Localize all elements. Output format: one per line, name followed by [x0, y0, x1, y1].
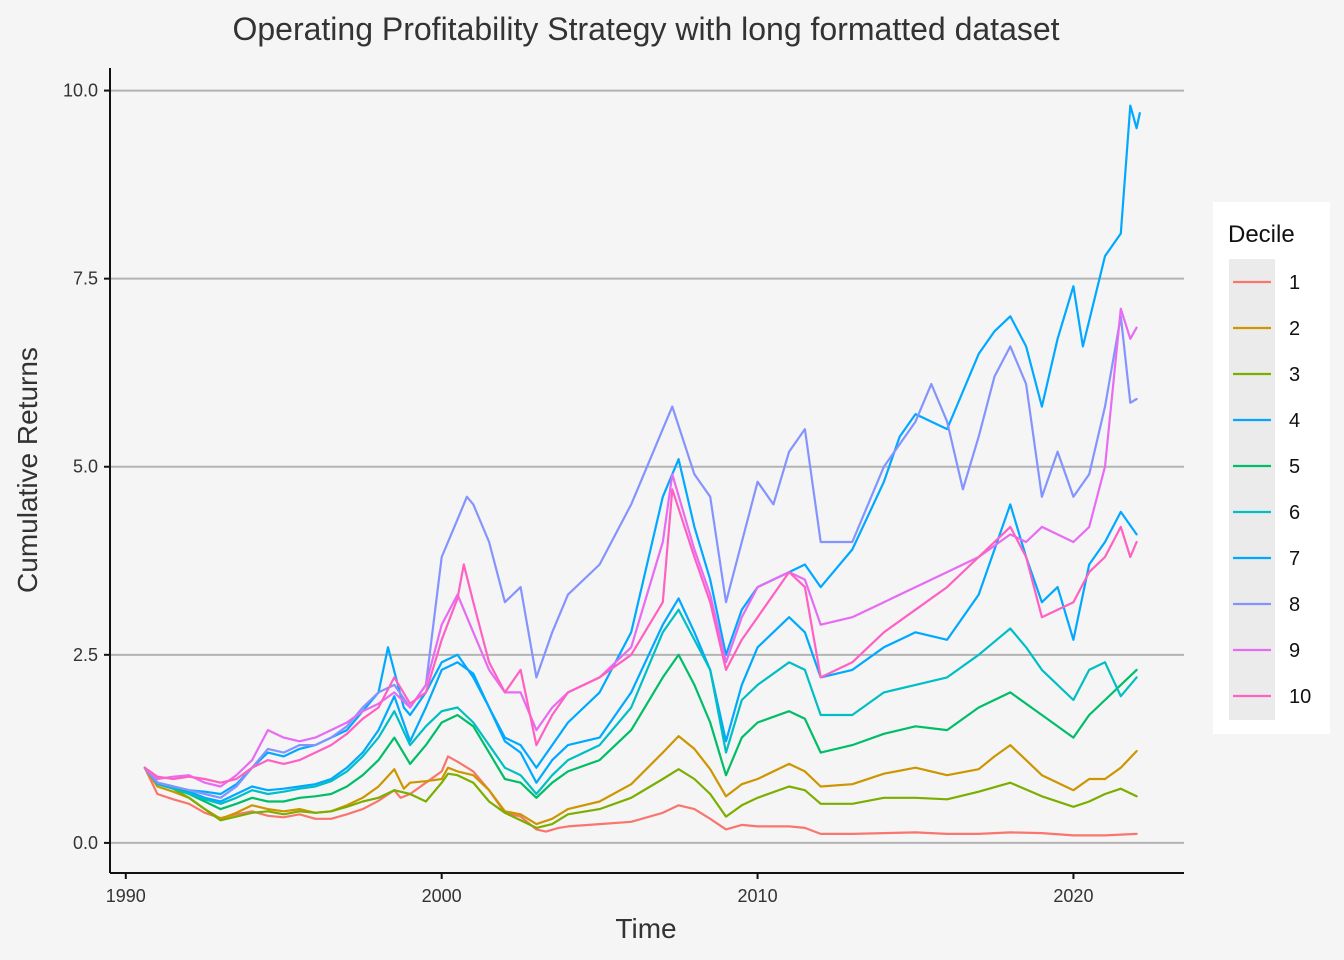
x-axis-ticks: 1990 2000 2010 2020	[106, 873, 1093, 906]
legend-title: Decile	[1228, 221, 1295, 248]
legend-label-decile-7: 7	[1289, 548, 1300, 570]
chart-title: Operating Profitability Strategy with lo…	[232, 11, 1059, 47]
legend: Decile 1 2 3 4 5 6 7 8 9 10	[1213, 202, 1330, 734]
plot-panel	[110, 89, 1184, 844]
legend-label-decile-3: 3	[1289, 364, 1300, 386]
series-line-decile-6	[143, 608, 1138, 805]
axes: 1990 2000 2010 2020 0.0 2.5 5.0 7.5 10.0	[63, 68, 1184, 906]
legend-label-decile-5: 5	[1289, 456, 1300, 478]
y-tick-label-10.0: 10.0	[63, 81, 98, 101]
series-line-decile-8	[143, 315, 1138, 799]
legend-label-decile-6: 6	[1289, 502, 1300, 524]
x-tick-label-1990: 1990	[106, 886, 146, 906]
y-tick-label-0.0: 0.0	[73, 833, 98, 853]
legend-label-decile-8: 8	[1289, 594, 1300, 616]
legend-key-background	[1229, 259, 1275, 720]
legend-label-decile-2: 2	[1289, 318, 1300, 340]
series-line-decile-2	[143, 735, 1138, 826]
x-tick-label-2000: 2000	[422, 886, 462, 906]
legend-label-decile-9: 9	[1289, 640, 1300, 662]
y-axis-ticks: 0.0 2.5 5.0 7.5 10.0	[63, 81, 110, 853]
legend-label-decile-1: 1	[1289, 272, 1300, 294]
series-line-decile-3	[143, 766, 1138, 829]
legend-label-decile-10: 10	[1289, 686, 1311, 708]
series-line-decile-1	[143, 755, 1138, 837]
legend-items: 1 2 3 4 5 6 7 8 9 10	[1233, 272, 1311, 708]
y-tick-label-7.5: 7.5	[73, 269, 98, 289]
x-axis-title: Time	[615, 913, 676, 944]
series-line-decile-4	[143, 503, 1138, 803]
series-line-decile-5	[143, 653, 1138, 811]
y-axis-title: Cumulative Returns	[12, 347, 43, 593]
legend-label-decile-4: 4	[1289, 410, 1300, 432]
x-tick-label-2020: 2020	[1053, 886, 1093, 906]
series-lines	[143, 104, 1141, 837]
series-line-decile-10	[143, 488, 1138, 784]
y-tick-label-5.0: 5.0	[73, 457, 98, 477]
x-tick-label-2010: 2010	[738, 886, 778, 906]
y-tick-label-2.5: 2.5	[73, 645, 98, 665]
